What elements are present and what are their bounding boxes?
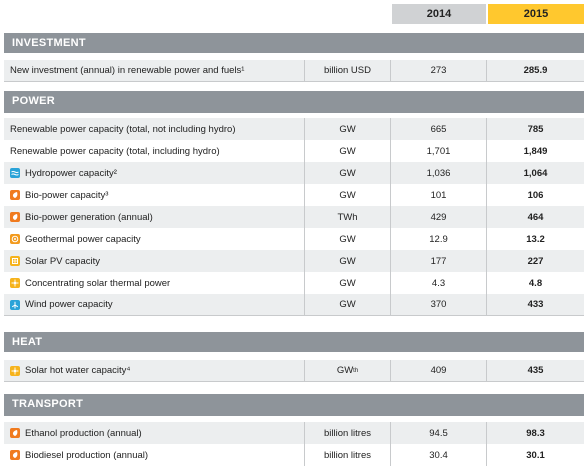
row-label-text: Biodiesel production (annual): [25, 449, 149, 461]
solar-pv-icon: [10, 256, 20, 266]
year-header-2015: 2015: [488, 4, 584, 24]
value-2014: 12.9: [390, 228, 486, 250]
value-2014: 1,036: [390, 162, 486, 184]
table-row: Solar PV capacity GW 177 227: [4, 250, 584, 272]
row-unit: GW: [304, 162, 390, 184]
solar-thermal-icon: [10, 365, 20, 376]
row-label-text: New investment (annual) in renewable pow…: [10, 65, 245, 76]
row-label-text: Bio-power generation (annual): [25, 211, 153, 223]
row-unit: GW th: [304, 360, 390, 381]
value-2015: 30.1: [486, 444, 584, 466]
section-investment: INVESTMENT: [4, 33, 584, 53]
value-2015: 98.3: [486, 422, 584, 444]
section-rule: [4, 111, 584, 113]
value-2015: 435: [486, 360, 584, 381]
row-label-text: Renewable power capacity (total, includi…: [10, 145, 220, 157]
value-2014: 30.4: [390, 444, 486, 466]
value-2015: 4.8: [486, 272, 584, 294]
value-2014: 273: [390, 60, 486, 81]
value-2014: 94.5: [390, 422, 486, 444]
biofuel-icon: [10, 428, 20, 438]
biopower-icon: [10, 190, 20, 200]
value-2015: 464: [486, 206, 584, 228]
table-row: Renewable power capacity (total, includi…: [4, 140, 584, 162]
biopower-icon: [10, 212, 20, 222]
table-row: Ethanol production (annual) billion litr…: [4, 422, 584, 444]
value-2015: 13.2: [486, 228, 584, 250]
row-unit: GW: [304, 140, 390, 162]
section-rule: [4, 414, 584, 416]
value-2015: 227: [486, 250, 584, 272]
value-2015: 106: [486, 184, 584, 206]
row-unit: billion litres: [304, 422, 390, 444]
table-row: Concentrating solar thermal power GW 4.3…: [4, 272, 584, 294]
row-unit: GW: [304, 228, 390, 250]
row-unit: GW: [304, 250, 390, 272]
value-2014: 429: [390, 206, 486, 228]
section-heat: HEAT: [4, 332, 584, 352]
row-label-text: Concentrating solar thermal power: [25, 277, 171, 289]
table-row: Solar hot water capacity⁴ GW th 409 435: [4, 360, 584, 382]
value-2015: 785: [486, 118, 584, 140]
row-label-text: Geothermal power capacity: [25, 233, 141, 245]
row-unit: TWh: [304, 206, 390, 228]
value-2015: 285.9: [486, 60, 584, 81]
geothermal-icon: [10, 234, 20, 244]
row-unit: GW: [304, 294, 390, 315]
row-label-text: Renewable power capacity (total, not inc…: [10, 123, 236, 135]
row-label-text: Bio-power capacity³: [25, 189, 109, 201]
row-label: New investment (annual) in renewable pow…: [4, 60, 304, 81]
year-header-2014: 2014: [392, 4, 486, 24]
section-transport: TRANSPORT: [4, 394, 584, 414]
row-label-text: Hydropower capacity²: [25, 167, 117, 179]
biofuel-icon: [10, 450, 20, 460]
value-2014: 409: [390, 360, 486, 381]
table-row: New investment (annual) in renewable pow…: [4, 60, 584, 82]
row-unit: GW: [304, 184, 390, 206]
unit-subscript: th: [353, 367, 359, 374]
value-2014: 101: [390, 184, 486, 206]
value-2014: 1,701: [390, 140, 486, 162]
table-row: Renewable power capacity (total, not inc…: [4, 118, 584, 140]
value-2014: 665: [390, 118, 486, 140]
table-row: Biodiesel production (annual) billion li…: [4, 444, 584, 466]
table-row: Wind power capacity GW 370 433: [4, 294, 584, 316]
table-row: Hydropower capacity² GW 1,036 1,064: [4, 162, 584, 184]
wind-icon: [10, 299, 20, 310]
row-label-text: Solar PV capacity: [25, 255, 100, 267]
row-label-text: Solar hot water capacity⁴: [25, 365, 131, 376]
hydro-icon: [10, 168, 20, 178]
row-unit: GW: [304, 118, 390, 140]
unit-text: GW: [336, 365, 354, 376]
csp-icon: [10, 278, 20, 288]
value-2015: 433: [486, 294, 584, 315]
value-2014: 4.3: [390, 272, 486, 294]
value-2015: 1,849: [486, 140, 584, 162]
value-2014: 177: [390, 250, 486, 272]
row-unit: billion USD: [304, 60, 390, 81]
row-unit: GW: [304, 272, 390, 294]
table-row: Geothermal power capacity GW 12.9 13.2: [4, 228, 584, 250]
row-unit: billion litres: [304, 444, 390, 466]
value-2014: 370: [390, 294, 486, 315]
section-power: POWER: [4, 91, 584, 111]
value-2015: 1,064: [486, 162, 584, 184]
row-label-text: Ethanol production (annual): [25, 427, 142, 439]
table-row: Bio-power capacity³ GW 101 106: [4, 184, 584, 206]
table-row: Bio-power generation (annual) TWh 429 46…: [4, 206, 584, 228]
row-label-text: Wind power capacity: [25, 299, 113, 310]
